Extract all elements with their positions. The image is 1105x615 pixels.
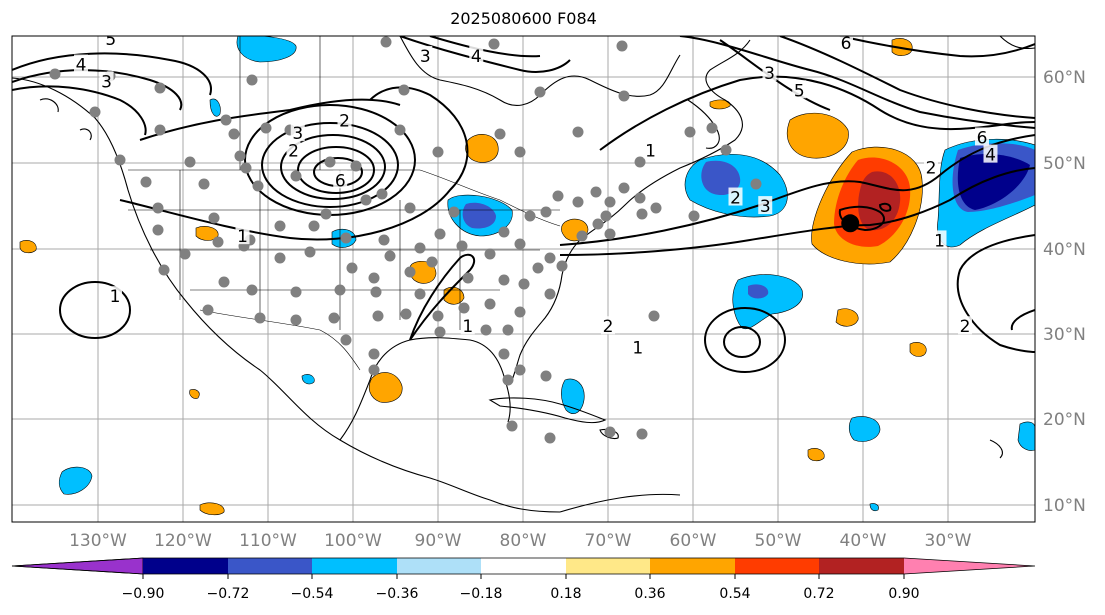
contour-label-background: [932, 230, 947, 249]
contour-label-background: [418, 45, 433, 64]
colorbar-max-arrow: [904, 558, 1035, 574]
lat-label: 30°N: [1043, 325, 1086, 345]
contour-label-background: [108, 286, 122, 305]
contour-label-background: [99, 71, 114, 90]
contour-label-background: [469, 45, 484, 64]
contour-label: 3: [420, 47, 431, 67]
lon-label: 90°W: [415, 531, 462, 551]
lat-label: 20°N: [1043, 410, 1086, 430]
contour-label-background: [74, 54, 88, 73]
contour-label-background: [235, 226, 250, 245]
colorbar-segment: [650, 558, 735, 574]
colorbar-tick-label: 0.72: [803, 586, 834, 602]
lon-label: 120°W: [154, 531, 212, 551]
contour-label: 5: [105, 30, 116, 50]
contour-label: 2: [960, 317, 971, 337]
lat-label: 60°N: [1043, 68, 1086, 88]
map-title: 2025080600 F084: [450, 9, 597, 28]
colorbar-segment: [735, 558, 819, 574]
colorbar-tick-label: 0.18: [550, 586, 581, 602]
contour-label: 6: [335, 171, 346, 191]
colorbar-tick-label: −0.90: [122, 586, 165, 602]
contour-label-background: [762, 63, 777, 82]
contour-label: 1: [645, 141, 656, 161]
contour-label-background: [758, 196, 773, 215]
contour-label: 2: [339, 111, 350, 131]
contour-label-background: [290, 123, 305, 142]
contour-label-background: [337, 110, 352, 129]
contour-label-background: [460, 316, 475, 335]
colorbar-segment: [566, 558, 650, 574]
colorbar-min-arrow: [11, 557, 144, 575]
contour-label: 3: [760, 197, 771, 217]
contour-label-background: [924, 157, 938, 176]
contour-label-background: [975, 127, 989, 146]
contour-label-background: [792, 80, 807, 99]
lon-label: 80°W: [500, 531, 547, 551]
latitude-axis: 60°N 50°N 40°N 30°N 20°N 10°N: [1043, 68, 1086, 516]
colorbar-tick-label: −0.54: [291, 586, 334, 602]
contour-label-background: [103, 36, 118, 47]
contour-label-background: [983, 144, 998, 163]
contour-label: 2: [926, 158, 937, 178]
lat-label: 50°N: [1043, 154, 1086, 174]
contour-label: 3: [764, 64, 775, 84]
colorbar-tick-label: 0.54: [719, 586, 750, 602]
contour-label-background: [728, 187, 743, 206]
contour-label: 1: [110, 287, 121, 307]
contour-label: 6: [841, 34, 852, 54]
contour-label-background: [333, 170, 348, 189]
colorbar-segment: [228, 558, 312, 574]
contour-label: 1: [632, 339, 643, 359]
contour-label: 2: [730, 189, 741, 209]
colorbar-tick-label: 0.90: [888, 586, 919, 602]
colorbar-tick-label: 0.36: [634, 586, 665, 602]
lon-label: 70°W: [585, 531, 632, 551]
contour-label-background: [601, 316, 615, 335]
contour-label: 4: [76, 56, 87, 76]
colorbar-tick-label: −0.36: [376, 586, 419, 602]
lat-label: 40°N: [1043, 240, 1086, 260]
colorbar-segment: [397, 558, 481, 574]
colorbar-segment: [819, 558, 904, 574]
contour-label: 1: [462, 317, 473, 337]
lon-label: 110°W: [239, 531, 297, 551]
contour-label: 6: [977, 128, 988, 148]
lon-label: 30°W: [925, 531, 972, 551]
contour-label: 4: [985, 146, 996, 166]
lon-label: 100°W: [324, 531, 382, 551]
contour-label-background: [630, 337, 645, 356]
contour-label: 3: [292, 124, 303, 144]
contour-label: 1: [934, 231, 945, 251]
low-center-marker: [841, 214, 860, 233]
colorbar-segment: [481, 558, 566, 574]
station-points: [49, 36, 762, 444]
contour-label: 4: [471, 47, 482, 67]
colorbar-tick-label: −0.18: [460, 586, 503, 602]
map-frame: [11, 35, 1036, 523]
contour-label: 2: [288, 141, 299, 161]
longitude-axis: 130°W 120°W 110°W 100°W 90°W 80°W 70°W 6…: [69, 531, 972, 551]
contour-label: 2: [603, 317, 614, 337]
lat-label: 10°N: [1043, 496, 1086, 516]
lon-label: 50°W: [755, 531, 802, 551]
colorbar-segment: [312, 558, 397, 574]
colorbar-tick-label: −0.72: [207, 586, 250, 602]
contour-label: 5: [794, 81, 805, 101]
lon-label: 60°W: [670, 531, 717, 551]
lon-label: 40°W: [840, 531, 887, 551]
colorbar-segment: [143, 558, 228, 574]
contour-label-background: [958, 316, 972, 335]
contour-label-background: [839, 36, 853, 52]
contour-label: 1: [237, 227, 248, 247]
contour-label: 3: [101, 73, 112, 93]
colorbar: −0.90 −0.72 −0.54 −0.36 −0.18 0.18 0.36 …: [11, 557, 1036, 602]
contour-label-background: [286, 140, 301, 159]
contour-label-background: [643, 140, 658, 159]
lon-label: 130°W: [69, 531, 127, 551]
